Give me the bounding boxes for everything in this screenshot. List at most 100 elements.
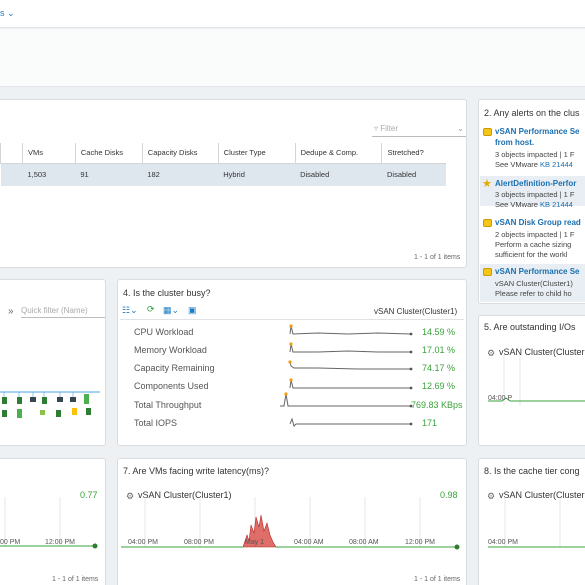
io-panel-title: 5. Are outstanding I/Os — [484, 322, 576, 332]
cache-panel-title: 8. Is the cache tier cong — [484, 466, 580, 476]
sparkline-throughput — [280, 393, 411, 407]
metric-label-cpu: CPU Workload — [134, 327, 194, 337]
busy-panel-title: 4. Is the cluster busy? — [123, 288, 211, 298]
latency-axis-label: 04:00 PM — [128, 539, 158, 546]
refresh-icon[interactable]: ⟳ — [147, 304, 155, 314]
metric-label-capacity: Capacity Remaining — [134, 363, 215, 373]
io-chart — [488, 355, 585, 405]
column-header-stretched[interactable]: Stretched? — [381, 143, 446, 164]
sparkline-components — [289, 379, 411, 389]
latency-axis-label: 12:00 PM — [405, 539, 435, 546]
metric-value-memory: 17.01 % — [422, 345, 456, 355]
metric-value-cpu: 14.59 % — [422, 327, 456, 337]
toolbar-chart-icon[interactable]: ☷⌄ — [122, 305, 138, 315]
latency-axis-label: 08:00 AM — [349, 539, 379, 546]
table-cell: Disabled — [295, 163, 382, 186]
table-filter-input[interactable]: ▿ Filter ⌄ — [372, 124, 466, 137]
alert-title[interactable]: vSAN Disk Group read — [495, 218, 581, 227]
metric-value-capacity: 74.17 % — [422, 363, 456, 373]
metric-label-iops: Total IOPS — [134, 418, 178, 428]
divider — [120, 319, 464, 320]
warning-icon — [483, 268, 492, 276]
sparkline-memory — [289, 343, 411, 353]
alert-link-line: See VMware KB 21444 — [495, 160, 573, 169]
metric-value-components: 12.69 % — [422, 381, 456, 391]
left-bottom-item-count: 1 - 1 of 1 items — [52, 576, 99, 583]
sparkline-cpu — [289, 325, 412, 335]
alert-line: 3 objects impacted | 1 F — [495, 150, 575, 159]
table-header-row: VMs Cache Disks Capacity Disks Cluster T… — [0, 143, 446, 164]
latency-value: 0.98 — [440, 490, 458, 500]
filter-icon: ▿ — [374, 124, 379, 133]
latency-axis-label: May 1 — [245, 539, 265, 546]
latency-item-count: 1 - 1 of 1 items — [414, 576, 461, 583]
table-cell: Disabled — [381, 163, 446, 186]
star-icon: ★ — [482, 178, 492, 190]
latency-cluster-label: ⚙ vSAN Cluster(Cluster1) — [126, 490, 232, 501]
topology-panel — [0, 279, 106, 446]
latency-spike — [242, 514, 277, 548]
cluster-icon: ⚙ — [487, 348, 496, 358]
scope-dropdown[interactable]: s ⌄ — [0, 8, 15, 18]
cluster-icon: ⚙ — [487, 491, 496, 501]
column-header-dedupe[interactable]: Dedupe & Comp. — [294, 143, 382, 164]
alerts-panel-title: 2. Any alerts on the clus — [484, 108, 580, 118]
table-row[interactable]: 1,503 91 182 Hybrid Disabled Disabled — [0, 163, 446, 186]
left-bottom-panel — [0, 458, 106, 585]
alert-link-line: See VMware KB 21444 — [495, 200, 573, 209]
metric-value-throughput: 769.83 KBps — [411, 400, 463, 410]
top-bar: s ⌄ — [0, 0, 585, 28]
alert-line: Please refer to child ho — [495, 289, 572, 298]
export-icon[interactable]: ▣ — [188, 305, 197, 315]
sparklines — [280, 324, 413, 427]
alert-line: vSAN Cluster(Cluster1) — [495, 279, 573, 288]
column-header-cache-disks[interactable]: Cache Disks — [74, 143, 143, 164]
left-bottom-value: 0.77 — [80, 490, 98, 500]
column-header-capacity-disks[interactable]: Capacity Disks — [141, 143, 219, 164]
table-item-count: 1 - 1 of 1 items — [414, 254, 461, 261]
left-bottom-axis-label: 12:00 PM — [45, 539, 75, 546]
table-cell: 182 — [142, 163, 219, 186]
table-cell: 91 — [75, 163, 143, 186]
latency-panel-title: 7. Are VMs facing write latency(ms)? — [123, 466, 270, 476]
column-header-vms[interactable]: VMs — [21, 143, 76, 164]
outstanding-io-panel — [478, 315, 585, 446]
host-icons — [2, 394, 91, 418]
io-cluster-label: ⚙ vSAN Cluster(Cluster — [487, 347, 585, 358]
kb-link[interactable]: KB 21444 — [540, 200, 573, 209]
cluster-table: VMs Cache Disks Capacity Disks Cluster T… — [0, 143, 446, 186]
sparkline-iops — [289, 417, 411, 427]
topology-diagram — [0, 391, 100, 418]
alert-line: 2 objects impacted | 1 F — [495, 230, 575, 239]
alert-title[interactable]: vSAN Performance Se — [495, 127, 580, 136]
write-latency-panel — [117, 458, 467, 585]
metric-label-throughput: Total Throughput — [134, 400, 202, 410]
collapse-chevron[interactable]: » — [8, 306, 14, 317]
latency-axis-label: 08:00 PM — [184, 539, 214, 546]
table-cell — [0, 163, 23, 186]
column-header-cluster-type[interactable]: Cluster Type — [217, 143, 296, 164]
quick-filter-input[interactable]: Quick filter (Name) — [21, 306, 105, 318]
chevron-down-icon[interactable]: ⌄ — [457, 124, 464, 133]
alert-line: sufficient for the workl — [495, 250, 568, 259]
alert-title[interactable]: vSAN Performance Se — [495, 267, 580, 276]
alert-title-cont[interactable]: from host. — [495, 138, 535, 147]
cache-tier-panel — [478, 458, 585, 585]
cache-chart — [488, 497, 585, 548]
alert-highlight — [480, 264, 585, 302]
alert-title[interactable]: AlertDefinition-Perfor — [495, 179, 577, 188]
sparkline-capacity — [289, 361, 411, 370]
time-range-icon[interactable]: ▦⌄ — [163, 305, 180, 315]
metric-label-components: Components Used — [134, 381, 209, 391]
kb-link[interactable]: KB 21444 — [540, 160, 573, 169]
column-header-blank — [0, 143, 23, 164]
busy-cluster-label: vSAN Cluster(Cluster1) — [374, 307, 458, 316]
alert-line: 3 objects impacted | 1 F — [495, 190, 575, 199]
table-cell: Hybrid — [218, 163, 296, 186]
latency-chart — [121, 497, 460, 550]
cluster-icon: ⚙ — [126, 491, 135, 501]
cache-axis-label: 04:00 PM — [488, 539, 518, 546]
alert-highlight — [480, 176, 585, 206]
latency-axis-label: 04:00 AM — [294, 539, 324, 546]
table-cell: 1,503 — [22, 163, 76, 186]
